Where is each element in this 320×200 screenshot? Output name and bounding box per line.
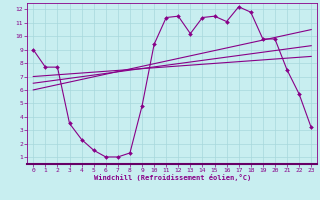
X-axis label: Windchill (Refroidissement éolien,°C): Windchill (Refroidissement éolien,°C) bbox=[94, 174, 251, 181]
